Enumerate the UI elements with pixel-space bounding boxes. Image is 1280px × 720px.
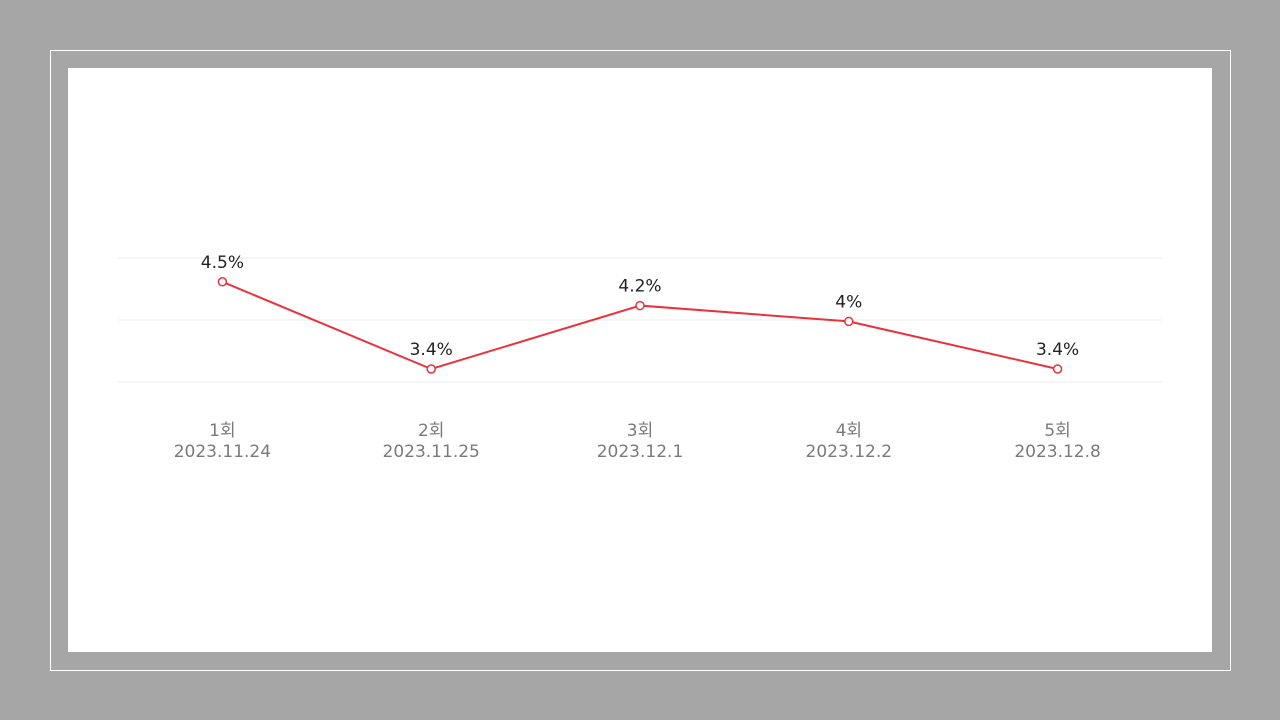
gridlines: [118, 257, 1162, 383]
x-tick-date-5: 2023.12.8: [1014, 442, 1101, 462]
x-tick-date-1: 2023.11.24: [174, 442, 271, 462]
data-point-5[interactable]: [1052, 364, 1063, 374]
data-point-1[interactable]: [217, 277, 228, 287]
data-point-4[interactable]: [844, 316, 854, 327]
x-tick-round-4: 4회: [836, 421, 862, 441]
data-label-5: 3.4%: [1036, 340, 1079, 360]
data-points: [217, 277, 1063, 374]
x-tick-round-5: 5회: [1044, 421, 1070, 441]
x-axis-labels: 1회2023.11.242회2023.11.253회2023.12.14회202…: [174, 421, 1101, 462]
x-tick-round-1: 1회: [209, 421, 235, 441]
x-tick-round-3: 3회: [627, 421, 653, 441]
slide-frame-border: [50, 50, 1231, 671]
x-tick-date-3: 2023.12.1: [597, 442, 684, 462]
data-point-2[interactable]: [426, 364, 436, 374]
data-label-4: 4%: [835, 292, 862, 312]
data-label-1: 4.5%: [201, 253, 244, 273]
x-tick-date-4: 2023.12.2: [806, 442, 893, 462]
x-tick-round-2: 2회: [418, 421, 444, 441]
data-labels: 4.5% 3.4% 4.2% 4% 3.4%: [201, 253, 1079, 360]
data-point-3[interactable]: [635, 300, 645, 311]
data-label-2: 3.4%: [410, 340, 453, 360]
data-label-3: 4.2%: [618, 277, 661, 297]
x-tick-date-2: 2023.11.25: [383, 442, 480, 462]
